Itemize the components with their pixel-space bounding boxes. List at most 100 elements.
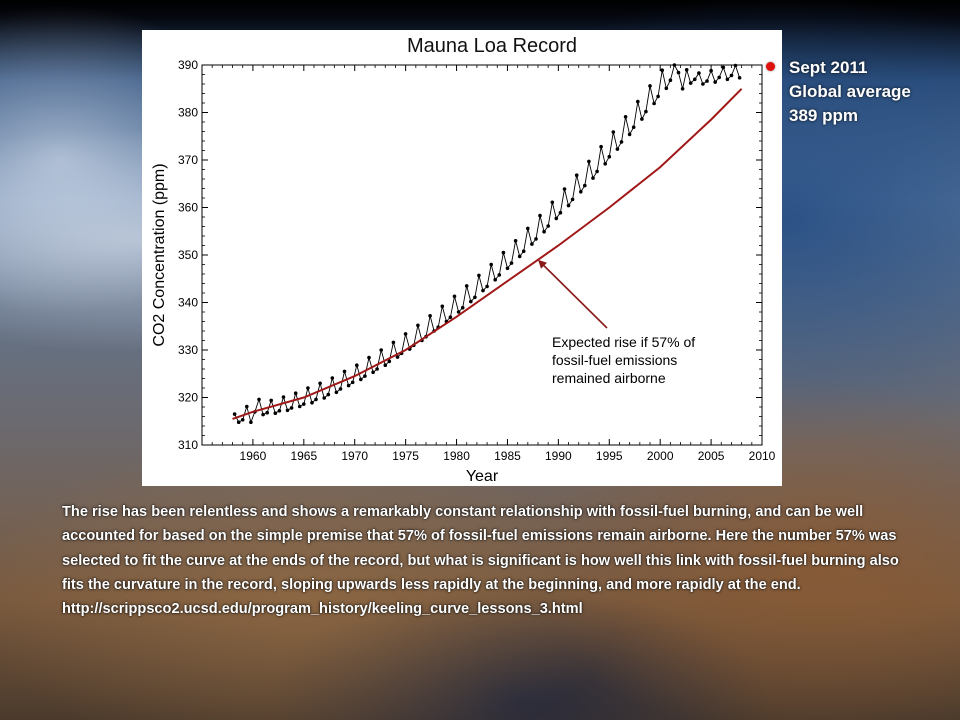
observed-co2-point — [334, 390, 339, 395]
observed-co2-point — [611, 130, 616, 134]
observed-co2-point — [693, 77, 697, 82]
observed-co2-point — [542, 229, 546, 234]
global-average-callout: Sept 2011 Global average 389 ppm — [766, 56, 911, 128]
expected-rise-curve — [232, 88, 743, 420]
observed-co2-point — [509, 261, 514, 265]
observed-co2-point — [460, 305, 465, 310]
chart-panel: Mauna Loa Record 1960 1965 1970 1975 1980 1985… — [142, 30, 782, 486]
observed-co2-point — [676, 70, 681, 75]
observed-co2-point — [314, 397, 318, 402]
x-axis-label: Year — [466, 468, 499, 485]
observed-co2-point — [668, 78, 673, 82]
observed-co2-point — [587, 159, 591, 164]
observed-co2-point — [627, 132, 632, 137]
red-dot-marker — [766, 62, 775, 71]
y-tick-label: 310 — [178, 438, 198, 452]
observed-co2-point — [473, 295, 477, 300]
observed-co2-point — [257, 397, 261, 402]
observed-co2-line — [234, 63, 741, 424]
observed-co2-point — [513, 239, 518, 243]
observed-co2-point — [330, 376, 335, 380]
observed-co2-point — [656, 94, 660, 99]
observed-co2-point — [359, 377, 363, 382]
annotation-arrow-line — [541, 263, 608, 329]
observed-co2-point — [416, 323, 420, 328]
observed-co2-point — [517, 254, 522, 259]
observed-co2-point — [664, 86, 669, 91]
co2-chart: Mauna Loa Record 1960 1965 1970 1975 1980 1985… — [151, 35, 776, 485]
observed-co2-point — [236, 420, 241, 425]
observed-co2-point — [570, 197, 575, 202]
y-tick-label: 320 — [178, 391, 198, 405]
x-tick-label: 1985 — [494, 449, 521, 463]
observed-co2-point — [232, 412, 237, 416]
observed-co2-point — [285, 408, 290, 413]
observed-co2-point — [489, 262, 494, 267]
observed-co2-point — [367, 355, 371, 360]
description-text: The rise has been relentless and shows a… — [62, 500, 902, 621]
observed-co2-point — [403, 332, 408, 336]
observed-co2-point — [302, 402, 306, 406]
observed-co2-point — [538, 213, 542, 218]
source-url[interactable]: http://scrippsco2.ucsd.edu/program_histo… — [62, 601, 583, 618]
observed-co2-point — [501, 250, 506, 255]
observed-co2-point — [595, 169, 599, 174]
observed-co2-point — [505, 266, 510, 271]
x-tick-label: 1970 — [341, 449, 368, 463]
callout-text: Sept 2011 Global average 389 ppm — [789, 56, 911, 128]
observed-co2-point — [371, 370, 375, 375]
observed-co2-point — [350, 380, 355, 385]
annotation-text-line: fossil-fuel emissions — [552, 352, 677, 368]
observed-co2-point — [306, 386, 310, 390]
description-paragraph: The rise has been relentless and shows a… — [62, 504, 899, 593]
observed-co2-point — [725, 77, 730, 82]
observed-co2-point — [534, 237, 538, 241]
observed-co2-point — [652, 101, 656, 106]
observed-co2-point — [265, 410, 269, 415]
observed-co2-point — [387, 359, 392, 364]
observed-co2-point — [326, 392, 331, 397]
x-tick-label: 2000 — [647, 449, 674, 463]
x-tick-label: 1980 — [443, 449, 470, 463]
observed-co2-point — [346, 383, 351, 388]
observed-co2-point — [583, 183, 587, 188]
y-tick-label: 380 — [178, 106, 198, 120]
observed-co2-point — [481, 288, 485, 293]
plot-frame — [201, 64, 763, 446]
observed-co2-point — [261, 412, 265, 417]
observed-co2-point — [631, 125, 636, 129]
y-tick-label: 350 — [178, 248, 198, 262]
observed-co2-point — [375, 367, 379, 371]
observed-co2-point — [648, 84, 652, 88]
y-tick-label: 370 — [178, 153, 198, 167]
observed-co2-point — [558, 210, 563, 215]
x-tick-label: 1960 — [240, 449, 267, 463]
y-tick-label: 390 — [178, 58, 198, 72]
callout-line-value: 389 ppm — [789, 106, 858, 125]
observed-co2-point — [277, 409, 282, 413]
observed-co2-point — [379, 348, 383, 352]
y-axis-label: CO2 Concentration (ppm) — [151, 163, 168, 346]
observed-co2-point — [322, 396, 326, 400]
observed-co2-point — [599, 144, 603, 149]
observed-co2-point — [697, 71, 701, 75]
observed-co2-point — [619, 140, 624, 144]
observed-co2-point — [644, 109, 648, 114]
observed-co2-point — [297, 404, 302, 409]
observed-co2-point — [623, 115, 628, 119]
observed-co2-point — [688, 81, 693, 85]
observed-co2-point — [448, 315, 453, 320]
observed-co2-point — [603, 162, 607, 166]
observed-co2-point — [456, 310, 461, 314]
x-tick-label: 1975 — [392, 449, 419, 463]
observed-co2-point — [721, 65, 726, 70]
observed-co2-point — [615, 147, 620, 151]
observed-co2-point — [640, 117, 644, 121]
observed-co2-point — [395, 355, 400, 359]
x-tick-label: 1965 — [290, 449, 317, 463]
callout-line-label: Global average — [789, 82, 911, 101]
observed-co2-point — [636, 99, 640, 104]
observed-co2-point — [464, 284, 469, 288]
observed-co2-point — [363, 374, 367, 378]
y-tick-label: 330 — [178, 343, 198, 357]
